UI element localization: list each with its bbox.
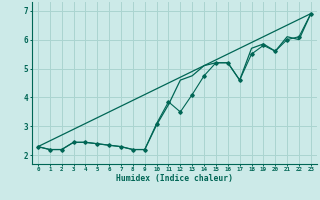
X-axis label: Humidex (Indice chaleur): Humidex (Indice chaleur) xyxy=(116,174,233,183)
